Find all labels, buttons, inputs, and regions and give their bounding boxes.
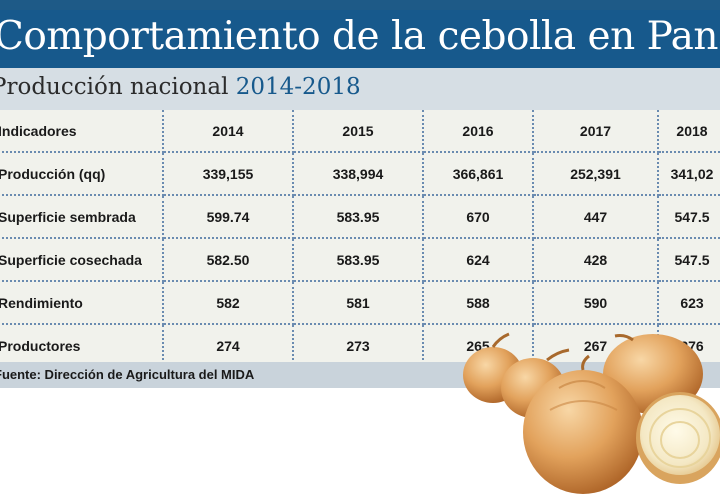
- table-row: Superficie sembrada 599.74 583.95 670 44…: [0, 195, 720, 239]
- table-row: Superficie cosechada 582.50 583.95 624 4…: [0, 238, 720, 282]
- table-cell: 339,155: [163, 152, 294, 196]
- table-cell: 670: [423, 195, 534, 239]
- table-cell: 583.95: [293, 195, 424, 239]
- table-cell: 252,391: [533, 152, 659, 196]
- year-header: 2014: [163, 110, 294, 153]
- table-cell: 366,861: [423, 152, 534, 196]
- row-label: Producción (qq): [0, 152, 164, 196]
- table-cell: 582.50: [163, 238, 294, 282]
- row-label: Superficie cosechada: [0, 238, 164, 282]
- table-cell: 583.95: [293, 238, 424, 282]
- table-cell: 273: [293, 324, 424, 368]
- subtitle: Producción nacional 2014-2018: [0, 74, 361, 100]
- onion-cut-half: [636, 392, 720, 484]
- table-header-row: Indicadores 2014 2015 2016 2017 2018: [0, 110, 720, 153]
- table-cell: 582: [163, 281, 294, 325]
- table-cell: 581: [293, 281, 424, 325]
- table-area: Indicadores 2014 2015 2016 2017 2018 Pro…: [0, 110, 720, 368]
- table-cell: 547.5: [658, 195, 720, 239]
- source-note: Fuente: Dirección de Agricultura del MID…: [0, 367, 255, 382]
- onion-illustration: [463, 332, 720, 494]
- table-cell: 274: [163, 324, 294, 368]
- table-cell: 447: [533, 195, 659, 239]
- year-header: 2016: [423, 110, 534, 153]
- subtitle-years: 2014-2018: [235, 74, 361, 100]
- subtitle-band: Producción nacional 2014-2018: [0, 68, 720, 110]
- table-row: Producción (qq) 339,155 338,994 366,861 …: [0, 152, 720, 196]
- top-bar: [0, 0, 720, 10]
- table-cell: 547.5: [658, 238, 720, 282]
- table-cell: 590: [533, 281, 659, 325]
- table-cell: 623: [658, 281, 720, 325]
- table-cell: 624: [423, 238, 534, 282]
- header-label-cell: Indicadores: [0, 110, 164, 153]
- row-label: Superficie sembrada: [0, 195, 164, 239]
- table-cell: 338,994: [293, 152, 424, 196]
- subtitle-prefix: Producción nacional: [0, 74, 229, 100]
- table-cell: 588: [423, 281, 534, 325]
- table-cell: 341,02: [658, 152, 720, 196]
- row-label: Rendimiento: [0, 281, 164, 325]
- table-cell: 428: [533, 238, 659, 282]
- row-label: Productores: [0, 324, 164, 368]
- title-band: Comportamiento de la cebolla en Panamá: [0, 10, 720, 68]
- onion-front: [523, 354, 643, 494]
- table-row: Rendimiento 582 581 588 590 623: [0, 281, 720, 325]
- table-cell: 599.74: [163, 195, 294, 239]
- year-header: 2017: [533, 110, 659, 153]
- year-header: 2018: [658, 110, 720, 153]
- year-header: 2015: [293, 110, 424, 153]
- page-title: Comportamiento de la cebolla en Panamá: [0, 14, 720, 59]
